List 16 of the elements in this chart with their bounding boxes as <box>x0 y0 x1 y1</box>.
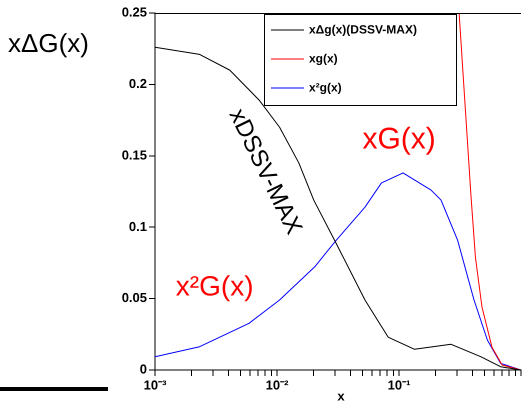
y-tick-label: 0.1 <box>128 218 147 234</box>
x-axis-title: x <box>337 388 346 403</box>
y-tick-label: 0.2 <box>128 76 147 91</box>
y-tick-label: 0.25 <box>122 4 147 20</box>
x-tick-label: 10⁻² <box>266 377 290 392</box>
x-tick-label: 10⁻¹ <box>388 377 410 392</box>
legend-label: x²g(x) <box>309 80 342 94</box>
annotation: x²G(x) <box>176 270 254 302</box>
legend-label: xΔg(x)(DSSV-MAX) <box>309 22 417 36</box>
x-tick-label: 10⁻³ <box>144 377 168 392</box>
annotation: xG(x) <box>362 122 436 156</box>
legend-label: xg(x) <box>309 51 338 66</box>
y-tick-label: 0 <box>140 362 147 377</box>
y-tick-label: 0.05 <box>122 290 147 306</box>
y-axis-title: xΔG(x) <box>8 28 89 58</box>
y-tick-label: 0.15 <box>122 147 147 162</box>
